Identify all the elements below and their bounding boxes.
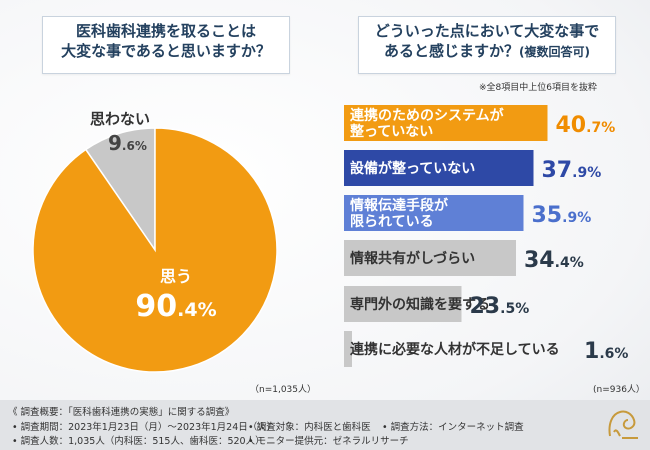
question-right-line1: どういった点において大変な事で [374,22,600,40]
footer-target: • 調査対象：内科医と歯科医 [248,422,371,433]
bar-5 [344,286,462,322]
bar-value-6: 1.6% [584,339,628,364]
bar-label-4: 情報共有がしづらい [350,250,475,267]
n-right-label: (n=936人） [593,385,645,395]
top-note: ※全8項目中上位6項目を抜粋 [479,83,597,93]
bar-label-5: 専門外の知識を要する [350,296,490,313]
footer-method: • 調査方法：インターネット調査 [382,422,524,433]
pie-value-omou: 90.4% [135,289,216,324]
question-left-line2: 大変な事であると思いますか？ [61,42,271,60]
question-right-suffix: (複数回答可) [519,45,590,59]
bar-label-1: 連携のためのシステムが整っていない [349,107,505,140]
question-left-box: 医科歯科連携を取ることは 大変な事であると思いますか？ [42,16,290,74]
bar-1 [344,105,548,141]
footer-title: 《 調査概要：「医科歯科連携の実態」に関する調査》 [8,407,235,418]
charts-svg: 思わない 9.6% 思う 90.4% 連携のためのシステムが整っていない 40.7% 設備が… [32,105,628,373]
bar-label-2: 設備が整っていない [350,160,475,177]
bar-label-3: 情報伝達手段が限られている [350,197,449,230]
question-right-box: どういった点において大変な事で あると感じますか？(複数回答可) [358,16,616,74]
bar-value-4: 34.4% [524,248,584,273]
n-left-label: （n=1,035人） [250,385,317,395]
pie-label-omowanai: 思わない [90,110,150,128]
bar-3 [344,195,524,231]
question-right-line2-wrap: あると感じますか？(複数回答可) [359,41,615,62]
brand-logo [608,410,638,439]
bar-6 [344,331,352,367]
question-right-line2: あると感じますか？ [384,42,520,60]
bar-value-5: 23.5% [470,294,530,319]
pie-label-omou: 思う [160,267,192,286]
pie-value-omowanai: 9.6% [108,131,147,155]
bar-4 [344,240,516,276]
bar-value-3: 35.9% [532,203,592,228]
bar-value-2: 37.9% [542,158,602,183]
footer-period: • 調査期間：2023年1月23日（月）～2023年1月24日（火） [12,422,277,433]
footer-monitor: • モニター提供元：ゼネラルリサーチ [248,436,409,447]
footer-count: • 調査人数：1,035人（内科医：515人、歯科医：520人） [12,436,265,447]
pie-slice-omou [32,127,278,373]
question-left-line1: 医科歯科連携を取ることは [75,22,256,40]
bar-label-6: 連携に必要な人材が不足している [350,341,560,358]
bar-value-1: 40.7% [556,113,616,138]
survey-footer: 《 調査概要：「医科歯科連携の実態」に関する調査》 • 調査期間：2023年1月… [0,400,650,450]
bar-2 [344,150,534,186]
